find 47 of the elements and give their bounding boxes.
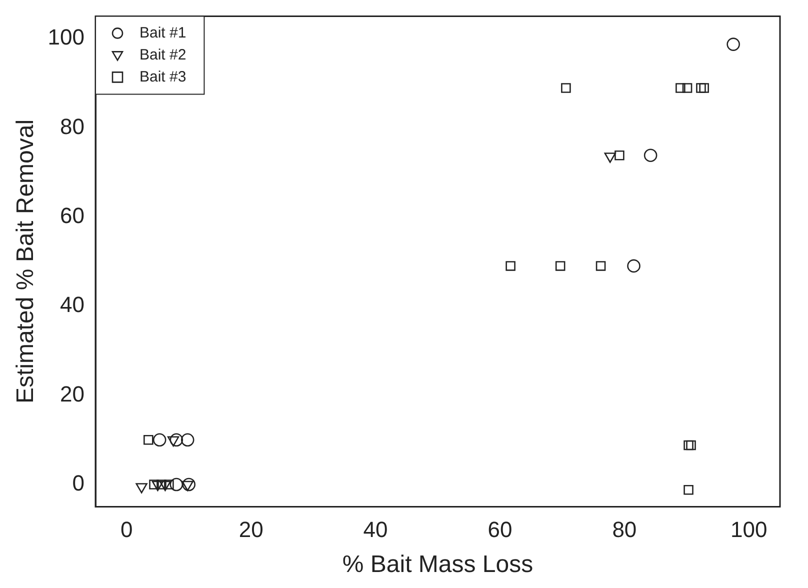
y-tick-label: 80 [60, 114, 85, 139]
y-tick-label: 20 [60, 381, 85, 406]
y-axis-title: Estimated % Bait Removal [12, 119, 40, 404]
y-tick-label: 0 [72, 470, 85, 496]
point [159, 480, 172, 492]
point [686, 440, 696, 450]
point [182, 480, 194, 492]
point [180, 433, 194, 447]
point [682, 83, 692, 93]
point [170, 478, 184, 492]
x-tick-label: 60 [488, 517, 512, 542]
point [614, 150, 624, 160]
x-tick-label: 100 [730, 517, 768, 542]
y-tick-label: 40 [60, 292, 85, 318]
point [596, 261, 606, 271]
point [152, 433, 166, 447]
point [644, 148, 658, 162]
point [726, 38, 740, 51]
y-tick-label: 100 [48, 24, 85, 50]
point [699, 83, 709, 93]
point [604, 152, 616, 163]
point [164, 480, 174, 490]
point [555, 261, 566, 271]
x-axis-title: % Bait Mass Loss [342, 551, 534, 578]
point [561, 83, 571, 93]
legend-label: Bait #1 [140, 24, 186, 42]
x-tick-label: 20 [238, 517, 264, 542]
point [182, 478, 196, 492]
point [167, 436, 180, 447]
point [136, 483, 148, 494]
x-tick-label: 80 [612, 517, 637, 542]
point [149, 480, 159, 490]
point [627, 259, 640, 273]
x-tick-label: 40 [363, 517, 388, 542]
x-tick-label: 0 [120, 517, 133, 542]
point [684, 484, 694, 495]
point [152, 480, 164, 492]
point [684, 440, 694, 450]
point [506, 261, 516, 271]
point [676, 83, 686, 93]
point [170, 433, 184, 447]
legend-label: Bait #3 [140, 68, 186, 86]
point [144, 435, 154, 445]
point [156, 480, 166, 490]
point [696, 83, 706, 93]
legend-label: Bait #2 [140, 46, 186, 64]
y-tick-label: 60 [60, 202, 85, 228]
